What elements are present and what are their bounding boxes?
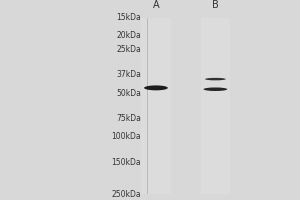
- Text: 20kDa: 20kDa: [116, 31, 141, 40]
- Ellipse shape: [205, 78, 226, 80]
- Text: 25kDa: 25kDa: [116, 45, 141, 54]
- Text: 150kDa: 150kDa: [112, 158, 141, 167]
- Text: 250kDa: 250kDa: [112, 190, 141, 199]
- Ellipse shape: [144, 85, 168, 90]
- Ellipse shape: [203, 87, 227, 91]
- Text: A: A: [153, 0, 159, 10]
- Text: 37kDa: 37kDa: [116, 70, 141, 79]
- Text: 50kDa: 50kDa: [116, 89, 141, 98]
- Text: 100kDa: 100kDa: [112, 132, 141, 141]
- Text: B: B: [212, 0, 219, 10]
- Text: 75kDa: 75kDa: [116, 114, 141, 123]
- Text: 15kDa: 15kDa: [116, 13, 141, 22]
- FancyBboxPatch shape: [200, 18, 230, 194]
- FancyBboxPatch shape: [141, 18, 171, 194]
